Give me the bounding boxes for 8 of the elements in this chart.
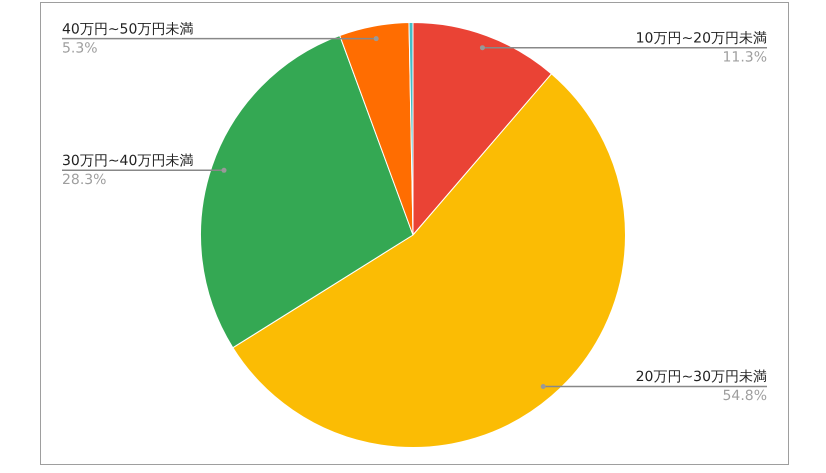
slice-label: 20万円~30万円未満 (636, 369, 767, 386)
data-label: 28.3% (62, 172, 106, 188)
data-label: 54.8% (722, 388, 767, 404)
data-label: 11.3% (722, 49, 767, 66)
slice-label: 30万円~40万円未満 (62, 152, 194, 169)
data-label: 5.3% (62, 40, 98, 56)
slice-label: 10万円~20万円未満 (636, 30, 767, 46)
slice-label: 40万円~50万円未満 (62, 21, 194, 38)
